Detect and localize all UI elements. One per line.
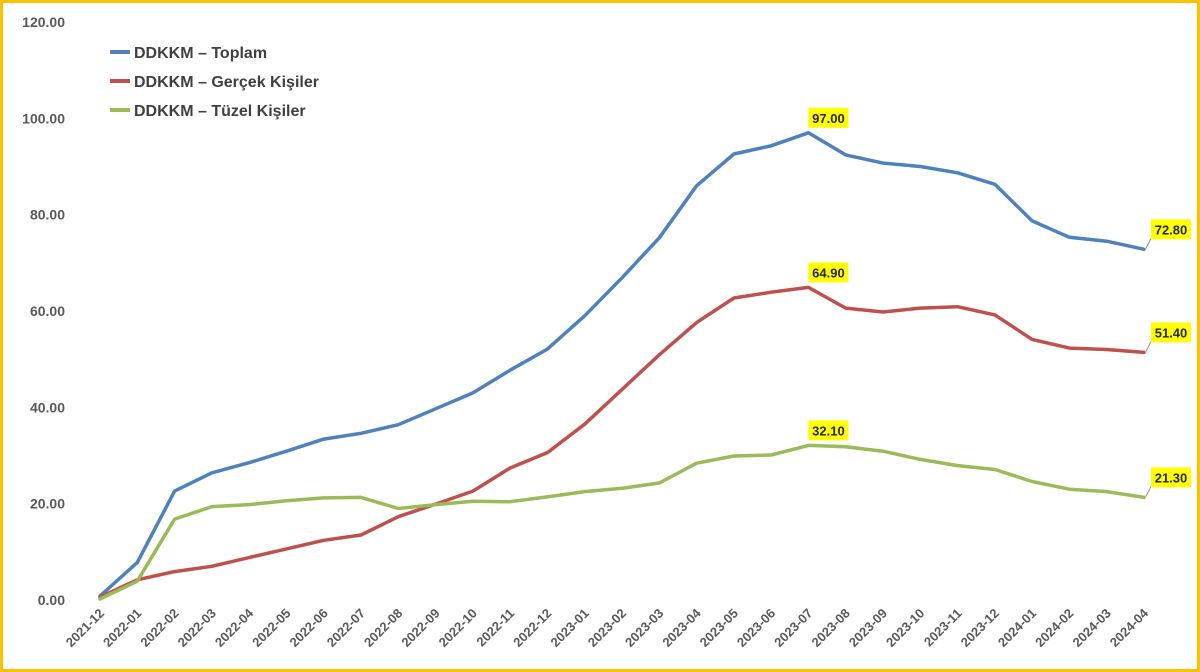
x-tick-label: 2024-02 — [1032, 606, 1076, 650]
x-tick-label: 2024-04 — [1107, 605, 1152, 650]
x-tick-label: 2022-07 — [324, 606, 368, 650]
x-tick-label: 2023-10 — [883, 606, 927, 650]
y-tick-label: 0.00 — [38, 592, 65, 608]
x-tick-label: 2023-05 — [697, 606, 741, 650]
x-tick-label: 2023-06 — [734, 606, 778, 650]
y-tick-label: 100.00 — [22, 110, 65, 126]
data-label-box — [1151, 322, 1191, 343]
x-tick-label: 2023-11 — [921, 606, 965, 650]
x-tick-label: 2023-07 — [771, 606, 815, 650]
data-label: 72.80 — [1155, 222, 1188, 237]
data-label-box — [1151, 219, 1191, 240]
x-tick-label: 2023-09 — [846, 606, 890, 650]
y-axis-ticks: 0.00 20.00 40.00 60.00 80.00 100.00 120.00 — [22, 14, 65, 608]
x-tick-label: 2024-01 — [995, 606, 1039, 650]
x-tick-label: 2022-02 — [137, 606, 181, 650]
data-label-box — [808, 420, 849, 441]
y-tick-label: 40.00 — [30, 399, 65, 415]
x-tick-label: 2022-10 — [436, 606, 480, 650]
legend: DDKKM – Toplam DDKKM – Gerçek Kişiler DD… — [110, 45, 319, 120]
x-tick-label: 2022-03 — [175, 606, 219, 650]
data-labels: 97.00 72.80 64.90 51.40 32.10 21.30 — [808, 107, 1191, 497]
x-tick-label: 2021-12 — [63, 606, 107, 650]
x-axis-ticks: 2021-122022-012022-022022-032022-042022-… — [63, 605, 1152, 650]
x-tick-label: 2023-02 — [585, 606, 629, 650]
legend-label: DDKKM – Tüzel Kişiler — [134, 103, 306, 120]
y-tick-label: 120.00 — [22, 14, 65, 30]
data-label: 97.00 — [812, 111, 845, 126]
legend-item-0: DDKKM – Toplam — [110, 45, 267, 62]
x-tick-label: 2022-06 — [286, 606, 330, 650]
data-label: 64.90 — [812, 265, 845, 280]
series-line-1 — [98, 285, 1146, 599]
series-line-2 — [98, 443, 1146, 601]
x-tick-label: 2023-12 — [958, 606, 1002, 650]
series-line-0 — [98, 131, 1146, 598]
y-tick-label: 60.00 — [30, 303, 65, 319]
x-tick-label: 2022-11 — [473, 606, 517, 650]
legend-item-1: DDKKM – Gerçek Kişiler — [110, 74, 319, 91]
data-label-box — [808, 262, 849, 283]
x-tick-label: 2022-01 — [100, 606, 144, 650]
data-label-leader — [1145, 486, 1152, 497]
x-tick-label: 2022-04 — [212, 605, 257, 650]
data-label-box — [1151, 467, 1191, 488]
x-tick-label: 2022-08 — [361, 606, 405, 650]
x-tick-label: 2024-03 — [1069, 606, 1113, 650]
data-label: 21.30 — [1155, 470, 1188, 485]
legend-item-2: DDKKM – Tüzel Kişiler — [110, 103, 306, 120]
series-lines — [98, 131, 1146, 601]
data-label: 32.10 — [812, 423, 845, 438]
y-tick-label: 20.00 — [30, 496, 65, 512]
data-label-box — [808, 107, 849, 128]
legend-label: DDKKM – Gerçek Kişiler — [134, 74, 319, 91]
x-tick-label: 2023-04 — [659, 605, 704, 650]
x-tick-label: 2022-12 — [510, 606, 554, 650]
x-tick-label: 2023-01 — [547, 606, 591, 650]
x-tick-label: 2022-09 — [398, 606, 442, 650]
x-tick-label: 2022-05 — [249, 606, 293, 650]
x-tick-label: 2023-03 — [622, 606, 666, 650]
data-label-leader — [1145, 341, 1152, 352]
data-label: 51.40 — [1155, 325, 1188, 340]
data-label-leader — [1145, 238, 1152, 249]
y-tick-label: 80.00 — [30, 207, 65, 223]
x-tick-label: 2023-08 — [808, 606, 852, 650]
legend-label: DDKKM – Toplam — [134, 45, 267, 62]
